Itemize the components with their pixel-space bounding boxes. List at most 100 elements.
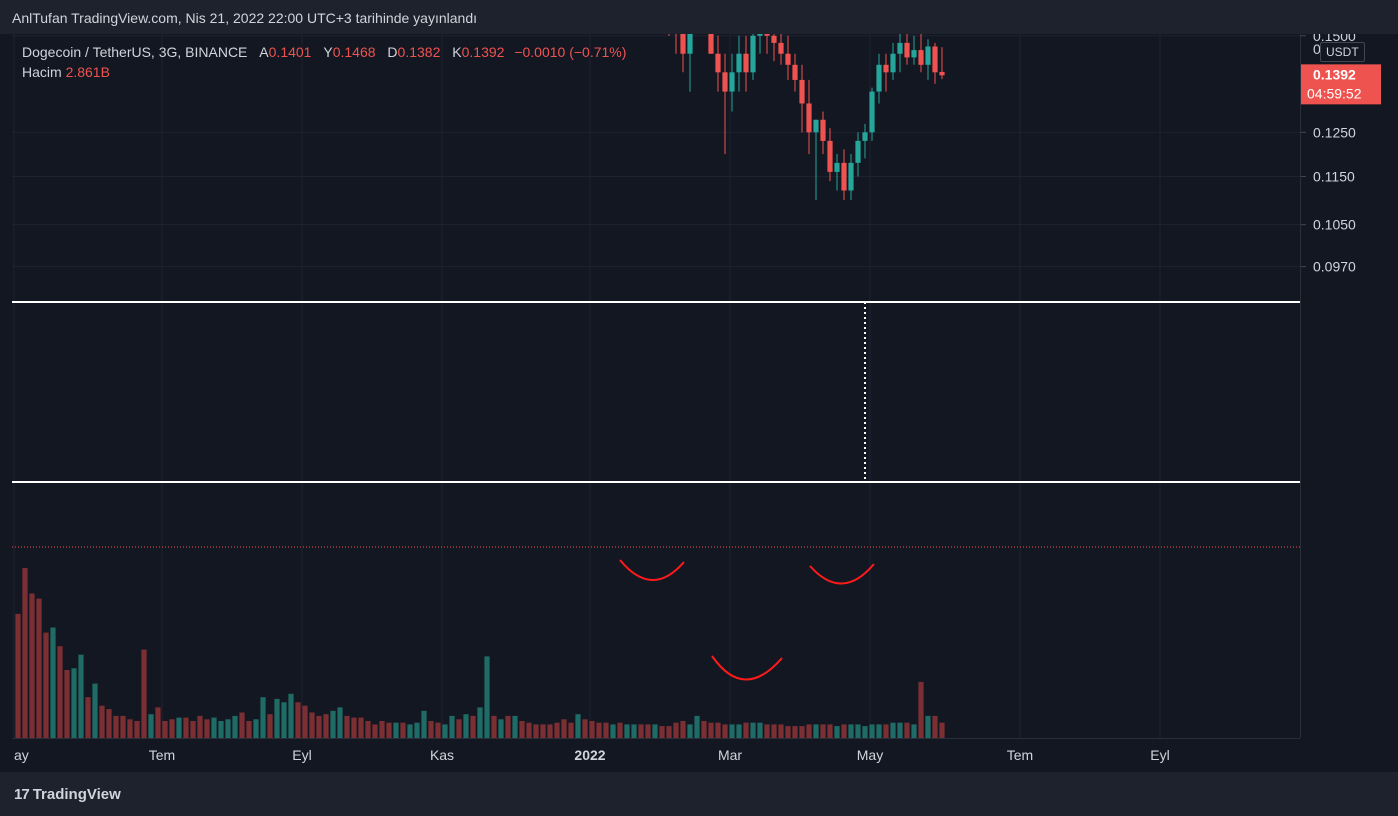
volume-bar — [939, 722, 945, 738]
volume-bar — [288, 693, 294, 738]
volume-bar — [575, 714, 581, 738]
volume-bar — [645, 724, 651, 738]
candle-body — [743, 53, 749, 73]
candle-body — [729, 72, 735, 92]
volume-bar — [323, 714, 329, 738]
volume-bar — [176, 717, 182, 738]
current-price-text: 0.1392 — [1313, 66, 1356, 82]
volume-bar — [631, 724, 637, 738]
volume-label[interactable]: Hacim — [22, 64, 62, 80]
time-tick-label: May — [857, 747, 883, 763]
candle-body — [841, 162, 847, 191]
volume-bar — [680, 721, 686, 738]
candle-body — [736, 53, 742, 73]
volume-bar — [92, 683, 98, 738]
price-scale-axis[interactable]: 00.34000.30000.26000.24000.22000.20000.1… — [1301, 0, 1387, 738]
candle — [806, 79, 812, 154]
candle — [918, 1, 924, 73]
volume-bar — [554, 722, 560, 738]
volume-bar — [764, 724, 770, 738]
volume-bar — [932, 715, 938, 738]
volume-bar — [869, 724, 875, 738]
volume-bar — [393, 722, 399, 738]
volume-bar — [862, 726, 868, 738]
currency-unit-badge[interactable]: USDT — [1320, 42, 1365, 62]
time-scale-axis[interactable]: ay Tem Eyl Kas 2022 Mar May Tem Eyl — [12, 739, 1300, 773]
candle-body — [799, 79, 805, 104]
candle-body — [855, 140, 861, 163]
volume-bar — [799, 726, 805, 738]
candlestick-chart[interactable] — [12, 0, 1300, 738]
candle-body — [687, 1, 693, 54]
volume-row: Hacim 2.861B — [22, 64, 626, 84]
candle — [883, 53, 889, 92]
candle-body — [897, 42, 903, 54]
time-scale[interactable]: ay Tem Eyl Kas 2022 Mar May Tem Eyl — [12, 738, 1300, 773]
candle — [827, 128, 833, 182]
symbol-name[interactable]: Dogecoin / TetherUS, 3G, BINANCE — [22, 44, 248, 60]
time-tick-label: Tem — [1007, 747, 1033, 763]
volume-bar — [127, 719, 133, 738]
candle — [855, 132, 861, 177]
volume-bar — [386, 722, 392, 738]
price-tick-label: 0 — [1313, 41, 1321, 57]
volume-bar — [141, 649, 147, 738]
volume-bar — [246, 721, 252, 738]
volume-bar — [617, 722, 623, 738]
candle — [904, 25, 910, 65]
candle-body — [722, 72, 728, 92]
ohlc-row: Dogecoin / TetherUS, 3G, BINANCE A0.1401… — [22, 44, 626, 64]
price-scale[interactable]: 00.34000.30000.26000.24000.22000.20000.1… — [1300, 0, 1387, 738]
publish-header: AnlTufan TradingView.com, Nis 21, 2022 2… — [0, 0, 1398, 34]
candle — [715, 35, 721, 92]
drawing-overlays[interactable] — [12, 301, 1300, 681]
candle-body — [932, 46, 938, 73]
volume-bar — [547, 724, 553, 738]
candle-body — [925, 46, 931, 65]
volume-bar — [232, 715, 238, 738]
volume-bar — [589, 721, 595, 738]
volume-bar — [834, 726, 840, 738]
volume-bar — [540, 724, 546, 738]
volume-bar — [512, 715, 518, 738]
volume-bar — [813, 724, 819, 738]
candle-body — [715, 53, 721, 73]
volume-bar — [295, 702, 301, 738]
volume-bar — [36, 598, 42, 738]
volume-bar — [470, 715, 476, 738]
volume-bar — [155, 707, 161, 738]
volume-bar — [365, 721, 371, 738]
head-arc[interactable] — [711, 655, 783, 681]
candle-body — [939, 71, 945, 76]
candle-body — [806, 103, 812, 133]
volume-bar — [421, 710, 427, 738]
candle — [785, 35, 791, 80]
volume-bar — [344, 715, 350, 738]
volume-bar — [463, 714, 469, 738]
volume-bar — [204, 719, 210, 738]
close-label: K — [452, 44, 462, 60]
left-shoulder-arc[interactable] — [619, 559, 685, 581]
candle — [792, 53, 798, 92]
volume-bar — [239, 712, 245, 738]
candle — [834, 153, 840, 191]
candle-body — [708, 1, 714, 54]
low-label: D — [387, 44, 398, 60]
time-tick-label: Mar — [718, 747, 742, 763]
candle-body — [820, 119, 826, 141]
volume-bar — [337, 707, 343, 738]
candle-body — [778, 42, 784, 54]
volume-bar — [897, 722, 903, 738]
volume-bar — [484, 656, 490, 738]
volume-bar — [309, 712, 315, 738]
time-tick-label: Eyl — [292, 747, 311, 763]
volume-bar — [190, 721, 196, 738]
time-tick-label: Kas — [430, 747, 454, 763]
price-tick-label: 0.1150 — [1313, 168, 1355, 184]
volume-bar — [302, 705, 308, 738]
volume-bar — [638, 724, 644, 738]
tradingview-logo[interactable]: 17 TradingView — [14, 786, 121, 803]
right-shoulder-arc[interactable] — [809, 563, 875, 585]
chart-pane[interactable] — [12, 0, 1300, 738]
volume-bar — [274, 698, 280, 738]
